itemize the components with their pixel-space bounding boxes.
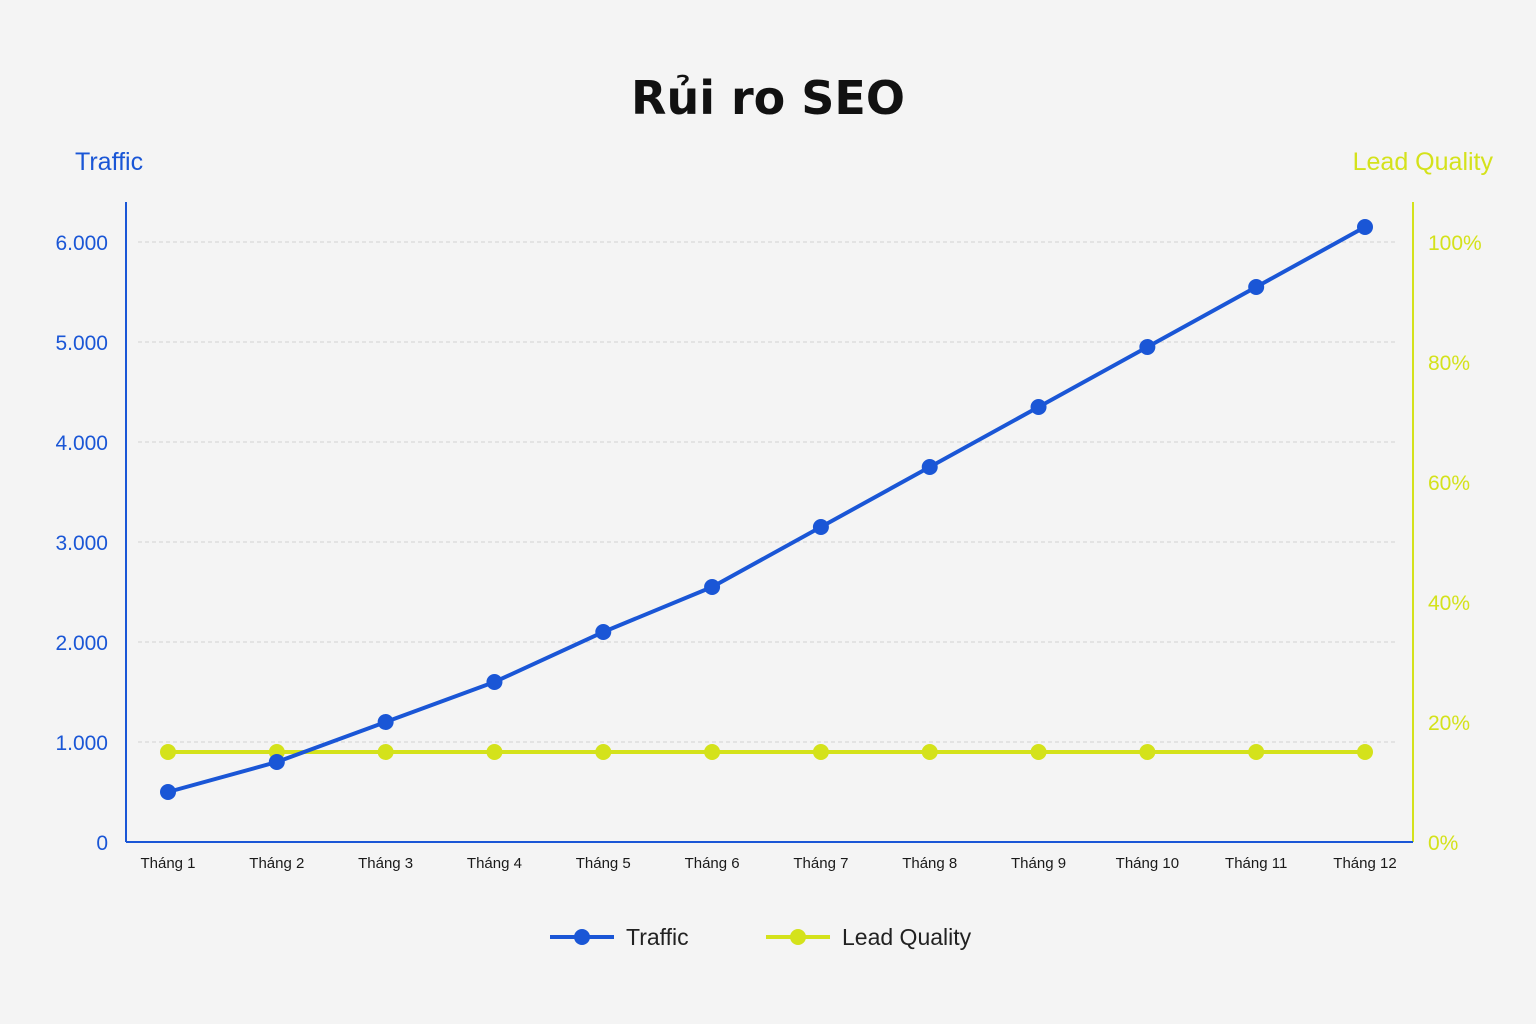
point-lead-quality-8 (921, 744, 938, 760)
point-lead-quality-3 (377, 744, 394, 760)
point-traffic-12 (1357, 219, 1373, 235)
right-tick-label-2: 40% (1428, 592, 1470, 615)
left-axis-title: Traffic (75, 148, 143, 176)
point-lead-quality-7 (812, 744, 829, 760)
right-tick-label-1: 20% (1428, 712, 1470, 735)
series (160, 219, 1373, 800)
right-axis-ticks: 0% 20% 40% 60% 80% 100% (1428, 232, 1482, 855)
point-lead-quality-11 (1248, 744, 1265, 760)
x-tick-label-12: Tháng 12 (1333, 855, 1396, 872)
point-lead-quality-12 (1357, 744, 1373, 760)
left-tick-label-4: 4.000 (55, 432, 108, 455)
left-tick-label-5: 5.000 (55, 332, 108, 355)
x-tick-label-8: Tháng 8 (902, 855, 957, 872)
point-traffic-6 (704, 579, 721, 595)
x-tick-label-4: Tháng 4 (467, 855, 522, 872)
left-axis-ticks: 0 1.000 2.000 3.000 4.000 5.000 6.000 (55, 232, 108, 855)
left-tick-label-3: 3.000 (55, 532, 108, 555)
x-tick-label-2: Tháng 2 (249, 855, 304, 872)
point-lead-quality-4 (486, 744, 503, 760)
point-traffic-3 (377, 714, 394, 730)
point-traffic-2 (268, 754, 285, 770)
right-tick-label-3: 60% (1428, 472, 1470, 495)
x-tick-label-6: Tháng 6 (685, 855, 740, 872)
legend: Traffic Lead Quality (550, 924, 972, 950)
x-tick-label-5: Tháng 5 (576, 855, 631, 872)
gridlines (138, 241, 1398, 743)
x-tick-label-11: Tháng 11 (1225, 855, 1287, 872)
x-tick-label-3: Tháng 3 (358, 855, 413, 872)
left-tick-label-1: 1.000 (55, 732, 108, 755)
point-traffic-7 (812, 519, 829, 535)
right-axis-title: Lead Quality (1353, 148, 1494, 176)
x-axis-ticks: Tháng 1 Tháng 2 Tháng 3 Tháng 4 Tháng 5 Tháng… (140, 855, 1396, 872)
x-tick-label-9: Tháng 9 (1011, 855, 1066, 872)
x-tick-label-7: Tháng 7 (793, 855, 848, 872)
legend-traffic-marker (574, 929, 590, 945)
point-lead-quality-6 (704, 744, 721, 760)
point-traffic-1 (160, 784, 176, 800)
right-tick-label-5: 100% (1428, 232, 1482, 255)
legend-item-lead-quality: Lead Quality (766, 924, 972, 950)
point-lead-quality-1 (160, 744, 176, 760)
point-traffic-8 (921, 459, 938, 475)
point-traffic-10 (1139, 339, 1156, 355)
x-tick-label-1: Tháng 1 (140, 855, 195, 872)
point-traffic-5 (595, 624, 612, 640)
legend-lead-quality-label: Lead Quality (842, 924, 972, 950)
left-tick-label-0: 0 (96, 832, 108, 855)
point-traffic-9 (1030, 399, 1047, 415)
right-tick-label-4: 80% (1428, 352, 1470, 375)
x-tick-label-10: Tháng 10 (1116, 855, 1179, 872)
point-lead-quality-9 (1030, 744, 1047, 760)
point-traffic-4 (486, 674, 503, 690)
legend-traffic-label: Traffic (626, 924, 689, 950)
point-lead-quality-10 (1139, 744, 1156, 760)
left-tick-label-2: 2.000 (55, 632, 108, 655)
chart-title: Rủi ro SEO (631, 71, 905, 125)
point-lead-quality-5 (595, 744, 612, 760)
legend-item-traffic: Traffic (550, 924, 689, 950)
right-tick-label-0: 0% (1428, 832, 1458, 855)
series-line-traffic (167, 225, 1366, 794)
legend-lead-quality-marker (790, 929, 806, 945)
point-traffic-11 (1248, 279, 1265, 295)
left-tick-label-6: 6.000 (55, 232, 108, 255)
